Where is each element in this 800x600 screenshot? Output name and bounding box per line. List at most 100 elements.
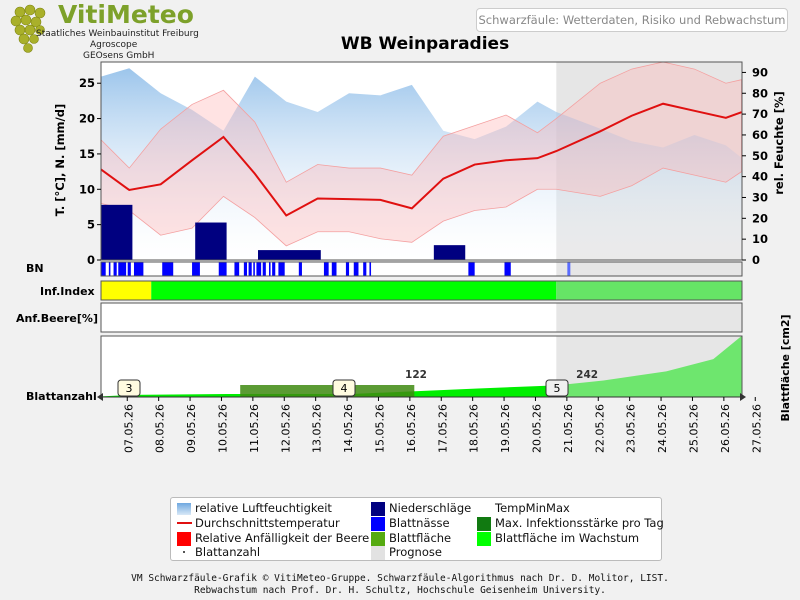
legend-swatch-berry (177, 532, 191, 546)
left-tick-25: 25 (79, 76, 95, 90)
inf-index-observed (151, 281, 557, 300)
bn-wet-10 (243, 262, 248, 276)
y-axis-label-right: rel. Feuchte [%] (772, 91, 786, 195)
right-tick-60: 60 (752, 128, 768, 142)
bn-wet-18 (298, 262, 302, 276)
right-tick-30: 30 (752, 190, 768, 204)
bn-wet-12 (253, 262, 255, 276)
date-label-9: 16.05.26 (405, 404, 418, 453)
legend-swatch-avgtemp (177, 522, 192, 524)
bn-wet-2 (113, 262, 117, 276)
date-label-5: 12.05.26 (279, 404, 292, 453)
right-tick-90: 90 (752, 65, 768, 79)
legend-swatch-precip (371, 502, 385, 516)
leaf-count-label-0: 3 (126, 382, 133, 395)
date-label-2: 09.05.26 (185, 404, 198, 453)
y-axis-label-left: T. [°C], N. [mm/d] (53, 104, 67, 216)
bn-wet-8 (218, 262, 227, 276)
chart-area: 0 5 10 15 20 25 0 10 20 30 40 50 60 70 80 90 T. [°C], N.… (16, 61, 792, 453)
footer-credit-2: Rebwachstum nach Prof. Dr. H. Schultz, H… (194, 585, 606, 596)
legend-swatch-leafcount (183, 551, 185, 553)
bn-row-border (100, 261, 743, 277)
date-label-0: 07.05.26 (122, 404, 135, 453)
right-tick-20: 20 (752, 211, 768, 225)
leaf-area-annotation-0: 122 (405, 369, 427, 381)
main-panel-border (100, 61, 743, 261)
legend-label-forecast: Prognose (389, 545, 442, 559)
date-label-14: 21.05.26 (562, 404, 575, 453)
bn-wet-9 (234, 262, 240, 276)
anf-forecast-shade (556, 303, 742, 332)
bn-wet-16 (272, 262, 276, 276)
precip-bar-4 (433, 245, 466, 260)
bn-wet-19 (323, 262, 329, 276)
precip-bar-2 (195, 222, 227, 260)
bn-row-label: BN (26, 262, 44, 275)
bn-wet-4 (127, 262, 131, 276)
leaf-count-label-2: 5 (554, 382, 561, 395)
bn-wet-14 (262, 262, 266, 276)
bn-wet-21 (345, 262, 350, 276)
legend-label-avgtemp: Durchschnittstemperatur (195, 516, 340, 530)
bn-wet-13 (256, 262, 262, 276)
bn-wet-0 (101, 262, 106, 276)
inf-row-border (100, 280, 743, 301)
legend-label-leafgrowth: Blattfläche im Wachstum (495, 531, 640, 545)
bn-wet-7 (192, 262, 200, 276)
left-tick-5: 5 (87, 218, 95, 232)
bn-wet-5 (133, 262, 144, 276)
precip-bar-narrow (101, 240, 115, 260)
legend-label-tempminmax: TempMinMax (495, 501, 570, 515)
footer-credit-1: VM Schwarzfäule-Grafik © VitiMeteo-Grupp… (131, 573, 669, 584)
bn-wet-20 (331, 262, 337, 276)
legend-label-maxinf: Max. Infektionsstärke pro Tag (495, 516, 664, 530)
bn-wet-15 (268, 262, 271, 276)
legend-label-leafwet: Blattnässe (389, 516, 450, 530)
right-tick-10: 10 (752, 232, 768, 246)
right-tick-80: 80 (752, 86, 768, 100)
humidity-area (101, 68, 742, 261)
right-tick-0: 0 (752, 253, 760, 267)
leaf-area-annotation-1: 242 (576, 369, 598, 381)
date-label-15: 22.05.26 (593, 404, 606, 453)
legend-swatch-forecast (371, 546, 385, 560)
precip-bar-3 (258, 250, 321, 260)
leaf-count-arrow-right (740, 393, 746, 401)
leaf-count-box-1 (332, 379, 356, 397)
date-label-17: 24.05.26 (656, 404, 669, 453)
date-label-20: 27.05.26 (750, 404, 763, 453)
bn-wet-26 (504, 262, 511, 276)
header-badge: Schwarzfäule: Wetterdaten, Risiko und Re… (476, 8, 788, 32)
legend-swatch-maxinf (477, 517, 491, 531)
bn-forecast-marker (567, 262, 571, 276)
date-label-19: 26.05.26 (719, 404, 732, 453)
max-infection-band (240, 385, 415, 397)
bn-wet-22 (353, 262, 359, 276)
date-label-1: 08.05.26 (154, 404, 167, 453)
legend-swatch-leafarea (371, 532, 385, 546)
legend: relative Luftfeuchtigkeit Niederschläge … (170, 497, 664, 561)
bn-wet-25 (468, 262, 475, 276)
legend-swatch-leafgrowth (477, 532, 491, 546)
bn-wet-17 (278, 262, 285, 276)
bn-wet-11 (248, 262, 252, 276)
legend-swatch-humidity (177, 503, 191, 515)
leaf-area-forecast (556, 336, 742, 397)
date-label-3: 10.05.26 (216, 404, 229, 453)
inf-row-label: Inf.Index (40, 285, 95, 298)
logo-subtitle: Staatliches Weinbauinstitut Freiburg (36, 29, 199, 39)
bn-wet-24 (369, 262, 372, 276)
avg-temp-line (100, 102, 742, 217)
legend-label-humidity: relative Luftfeuchtigkeit (195, 501, 332, 515)
left-tick-20: 20 (79, 112, 95, 126)
date-label-8: 15.05.26 (373, 404, 386, 453)
anf-row-border (100, 302, 743, 333)
right-tick-40: 40 (752, 170, 768, 184)
leaf-count-box-2 (545, 379, 569, 397)
date-label-18: 25.05.26 (687, 404, 700, 453)
bn-wet-23 (363, 262, 367, 276)
date-label-12: 19.05.26 (499, 404, 512, 453)
left-tick-0: 0 (87, 253, 95, 267)
date-label-6: 13.05.26 (311, 404, 324, 453)
vitimeteo-logo: VitiMeteo Staatliches Weinbauinstitut Fr… (4, 0, 199, 62)
